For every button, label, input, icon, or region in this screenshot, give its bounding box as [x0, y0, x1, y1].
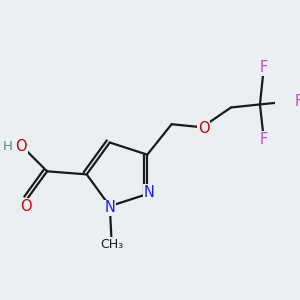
Text: O: O	[198, 121, 209, 136]
Text: F: F	[260, 132, 268, 147]
Text: H: H	[2, 140, 12, 154]
Text: F: F	[295, 94, 300, 109]
Text: F: F	[260, 60, 268, 75]
Text: N: N	[143, 185, 154, 200]
Text: N: N	[104, 200, 115, 215]
Text: CH₃: CH₃	[100, 238, 123, 251]
Text: O: O	[15, 140, 27, 154]
Text: O: O	[20, 199, 32, 214]
